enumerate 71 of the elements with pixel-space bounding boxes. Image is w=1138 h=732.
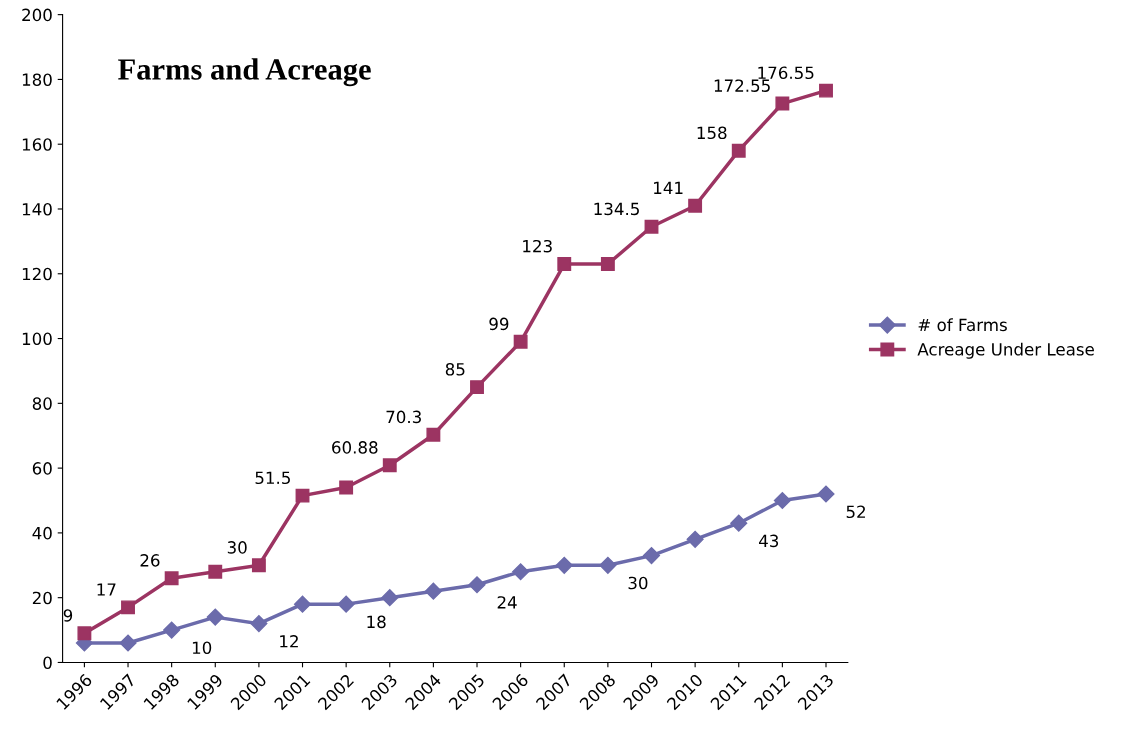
y-tick-label: 180 — [22, 73, 52, 86]
y-tick-label: 80 — [32, 397, 52, 410]
point — [513, 334, 528, 349]
data-label: 43 — [759, 534, 779, 548]
point — [599, 556, 617, 574]
point — [730, 514, 748, 532]
point — [819, 83, 833, 98]
point — [731, 143, 746, 158]
point — [426, 427, 441, 442]
point — [251, 558, 266, 573]
y-tick-label: 40 — [32, 526, 52, 540]
point — [121, 600, 135, 615]
point — [163, 621, 181, 639]
data-label: 17 — [97, 583, 116, 596]
data-label: 141 — [654, 181, 683, 194]
point — [424, 582, 442, 600]
point — [206, 608, 224, 626]
y-tick-label: 20 — [32, 591, 52, 605]
point — [512, 563, 530, 581]
point — [295, 488, 310, 503]
point — [339, 480, 354, 495]
data-label: 158 — [697, 126, 727, 140]
point — [468, 576, 486, 594]
point — [250, 615, 268, 633]
data-label: 85 — [445, 362, 465, 376]
point — [557, 257, 572, 271]
data-label: 30 — [628, 576, 648, 590]
data-label: 99 — [489, 317, 509, 331]
point — [337, 595, 355, 613]
point — [688, 198, 703, 213]
data-label: 123 — [523, 239, 552, 253]
legend-label: # of Farms — [918, 318, 1007, 332]
point — [293, 595, 312, 613]
data-label: 30 — [227, 541, 247, 554]
point — [775, 96, 790, 111]
y-tick-label: 0 — [43, 656, 52, 670]
point — [686, 530, 704, 548]
point — [208, 564, 223, 579]
data-label: 172.55 — [714, 79, 770, 92]
point — [817, 485, 835, 503]
y-tick-label: 100 — [22, 332, 52, 346]
point — [164, 571, 179, 586]
point — [382, 458, 397, 473]
data-label: 51.5 — [255, 471, 290, 485]
y-tick-label: 60 — [32, 462, 52, 475]
data-label: 176.55 — [758, 66, 814, 80]
data-label: 26 — [140, 554, 160, 567]
point — [381, 589, 399, 607]
y-tick-label: 120 — [22, 267, 52, 281]
point — [555, 556, 573, 574]
legend-label: Acreage Under Lease — [917, 342, 1094, 359]
point — [773, 491, 791, 510]
y-tick-label: 200 — [22, 8, 52, 22]
data-label: 10 — [192, 641, 212, 655]
point — [600, 257, 615, 271]
data-label: 9 — [63, 609, 73, 622]
point — [119, 634, 137, 652]
text: Farms and Acreage — [118, 58, 371, 87]
y-tick-label: 160 — [22, 138, 52, 151]
data-label: 18 — [367, 615, 386, 629]
data-label: 24 — [497, 596, 517, 609]
y-tick-label: 140 — [22, 202, 52, 216]
point — [644, 219, 659, 234]
point — [77, 626, 92, 641]
point — [642, 547, 661, 565]
data-label: 52 — [846, 505, 865, 519]
data-label: 70.3 — [386, 410, 421, 424]
point — [470, 380, 484, 395]
data-label: 12 — [280, 635, 298, 648]
data-label: 60.88 — [332, 441, 378, 454]
data-label: 134.5 — [594, 202, 639, 216]
